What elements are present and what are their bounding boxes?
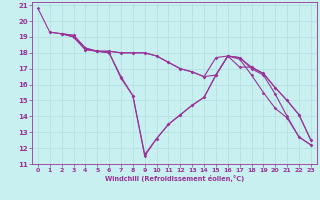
- X-axis label: Windchill (Refroidissement éolien,°C): Windchill (Refroidissement éolien,°C): [105, 175, 244, 182]
